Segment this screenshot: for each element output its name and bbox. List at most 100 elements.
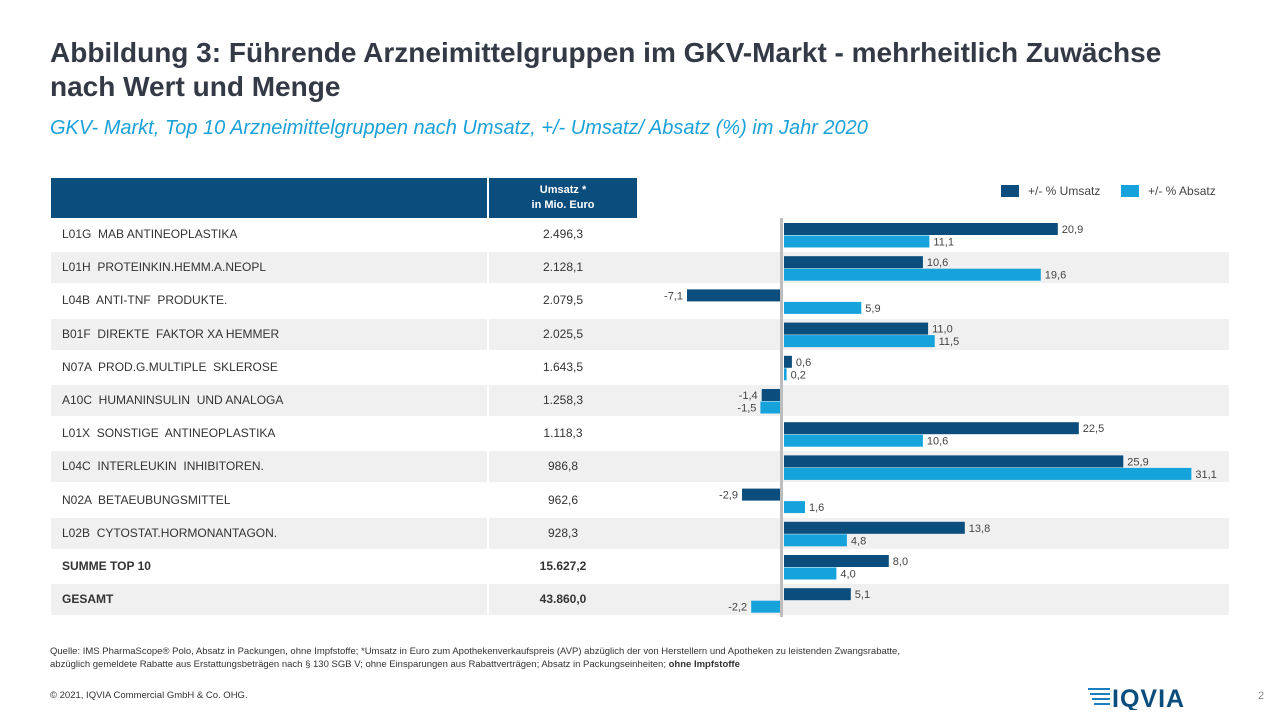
source-line-1: Quelle: IMS PharmaScope® Polo, Absatz in… (50, 646, 900, 657)
row-value: 1.258,3 (542, 393, 584, 407)
data-label-absatz-7: 31,1 (1195, 469, 1216, 481)
row-separator (487, 485, 489, 516)
bar-absatz-2 (784, 301, 862, 314)
data-label-umsatz-3: 11,0 (932, 324, 953, 336)
bar-umsatz-3 (784, 322, 929, 335)
row-label: SUMME TOP 10 (62, 559, 151, 573)
bar-umsatz-8 (742, 488, 780, 501)
bar-umsatz-9 (784, 521, 965, 534)
data-label-umsatz-4: 0,6 (796, 357, 811, 369)
data-label-absatz-2: 5,9 (865, 303, 880, 315)
page-subtitle: GKV- Markt, Top 10 Arzneimittelgruppen n… (50, 117, 868, 139)
data-label-absatz-11: -2,2 (728, 602, 747, 614)
data-label-absatz-8: 1,6 (809, 502, 824, 514)
data-label-absatz-4: 0,2 (791, 369, 806, 381)
row-separator (487, 551, 489, 582)
bar-absatz-8 (784, 501, 805, 514)
row-value: 1.643,5 (542, 360, 584, 374)
data-label-absatz-9: 4,8 (851, 535, 866, 547)
chart-row-band (637, 584, 1229, 615)
row-separator (487, 418, 489, 449)
table-row: L01X SONSTIGE ANTINEOPLASTIKA 1.118,3 (51, 418, 637, 449)
row-separator (487, 219, 489, 250)
bar-umsatz-1 (784, 256, 923, 269)
row-separator (487, 385, 489, 416)
bar-umsatz-2 (687, 289, 780, 302)
table-row: L04B ANTI-TNF PRODUKTE. 2.079,5 (51, 285, 637, 316)
table-row: L04C INTERLEUKIN INHIBITOREN. 986,8 (51, 451, 637, 482)
row-value: 2.128,1 (542, 260, 584, 274)
row-label: L01G MAB ANTINEOPLASTIKA (62, 227, 238, 241)
page-number: 2 (1258, 690, 1265, 702)
table-row: L02B CYTOSTAT.HORMONANTAGON. 928,3 (51, 518, 637, 549)
row-value: 2.025,5 (542, 327, 584, 341)
bar-umsatz-11 (784, 588, 851, 601)
bar-absatz-11 (751, 600, 780, 613)
row-label: N02A BETAEUBUNGSMITTEL (62, 493, 231, 507)
source-line-2: abzüglich gemeldete Rabatte aus Erstattu… (50, 659, 669, 670)
svg-text:IQVIA: IQVIA (1112, 685, 1185, 710)
table-header: Umsatz * in Mio. Euro (51, 178, 637, 218)
bar-umsatz-7 (784, 455, 1124, 468)
bar-umsatz-6 (784, 422, 1079, 435)
data-label-umsatz-7: 25,9 (1127, 456, 1148, 468)
data-label-umsatz-11: 5,1 (855, 589, 870, 601)
iqvia-logo: IQVIA (1088, 685, 1185, 710)
data-label-absatz-10: 4,0 (840, 569, 855, 581)
bar-absatz-1 (784, 268, 1041, 281)
bar-absatz-9 (784, 534, 847, 547)
row-label: L04C INTERLEUKIN INHIBITOREN. (62, 459, 264, 473)
legend-swatch-umsatz (1001, 185, 1019, 197)
bar-absatz-5 (760, 401, 780, 414)
data-label-umsatz-9: 13,8 (969, 523, 990, 535)
data-label-absatz-3: 11,5 (939, 336, 960, 348)
table-row: SUMME TOP 10 15.627,2 (51, 551, 637, 582)
legend-label-umsatz: +/- % Umsatz (1028, 184, 1101, 198)
row-separator (487, 451, 489, 482)
data-label-absatz-6: 10,6 (927, 436, 948, 448)
row-label: L04B ANTI-TNF PRODUKTE. (62, 293, 228, 307)
row-label: N07A PROD.G.MULTIPLE SKLEROSE (62, 360, 278, 374)
row-value: 2.079,5 (542, 293, 584, 307)
bar-absatz-7 (784, 467, 1192, 480)
bar-absatz-0 (784, 235, 930, 248)
table-row: A10C HUMANINSULIN UND ANALOGA 1.258,3 (51, 385, 637, 416)
bar-umsatz-5 (761, 389, 780, 401)
table-row: N02A BETAEUBUNGSMITTEL 962,6 (51, 485, 637, 516)
row-separator (487, 518, 489, 549)
bar-umsatz-10 (784, 555, 889, 567)
bar-umsatz-4 (784, 355, 792, 368)
data-label-umsatz-10: 8,0 (893, 556, 908, 568)
row-value: 928,3 (547, 526, 579, 540)
row-label: L01X SONSTIGE ANTINEOPLASTIKA (62, 426, 276, 440)
copyright: © 2021, IQVIA Commercial GmbH & Co. OHG. (50, 690, 248, 701)
legend-label-absatz: +/- % Absatz (1148, 184, 1216, 198)
umsatz-column-header: Umsatz * in Mio. Euro (531, 184, 595, 211)
table-row: L01H PROTEINKIN.HEMM.A.NEOPL 2.128,1 (51, 252, 637, 283)
data-label-umsatz-2: -7,1 (664, 290, 683, 302)
row-label: A10C HUMANINSULIN UND ANALOGA (62, 393, 284, 407)
source-bold: ohne Impfstoffe (668, 659, 740, 670)
row-label: L01H PROTEINKIN.HEMM.A.NEOPL (62, 260, 267, 274)
row-label: B01F DIREKTE FAKTOR XA HEMMER (62, 327, 280, 341)
bar-absatz-4 (784, 368, 787, 381)
row-value: 15.627,2 (539, 559, 587, 573)
legend-swatch-absatz (1121, 185, 1139, 197)
data-label-umsatz-1: 10,6 (927, 257, 948, 269)
row-separator (487, 584, 489, 615)
row-value: 962,6 (547, 493, 579, 507)
data-label-absatz-5: -1,5 (737, 403, 756, 415)
bar-umsatz-0 (784, 223, 1058, 235)
zero-axis (780, 218, 783, 617)
source-note: Quelle: IMS PharmaScope® Polo, Absatz in… (50, 645, 1230, 671)
row-separator (487, 252, 489, 283)
bar-absatz-6 (784, 434, 923, 447)
table-row: B01F DIREKTE FAKTOR XA HEMMER 2.025,5 (51, 319, 637, 350)
data-label-umsatz-6: 22,5 (1083, 423, 1104, 435)
table-row: N07A PROD.G.MULTIPLE SKLEROSE 1.643,5 (51, 352, 637, 383)
row-separator (487, 352, 489, 383)
row-label: GESAMT (62, 592, 114, 606)
row-value: 43.860,0 (539, 592, 587, 606)
row-value: 1.118,3 (543, 426, 583, 440)
